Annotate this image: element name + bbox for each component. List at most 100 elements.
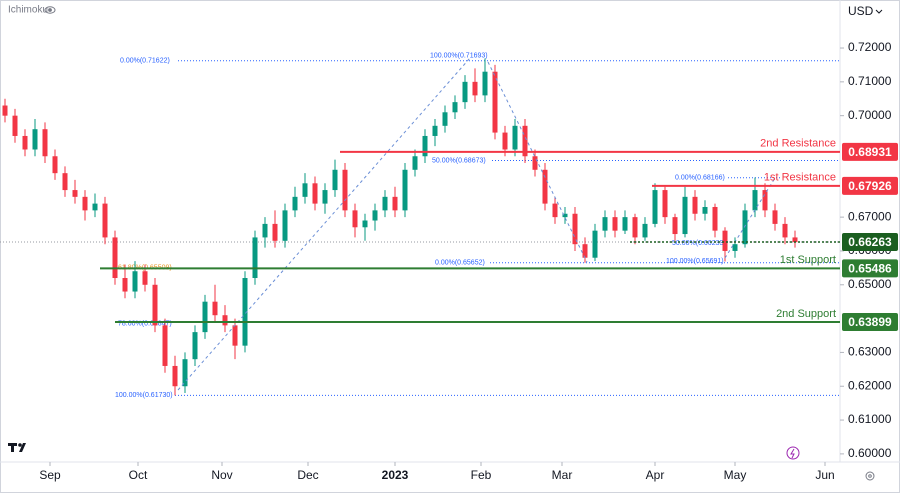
- candle-body: [752, 190, 758, 211]
- currency-label[interactable]: USD: [848, 4, 874, 18]
- candle-body: [152, 284, 158, 326]
- x-tick-label: May: [724, 468, 747, 482]
- tv-logo[interactable]: [8, 443, 26, 452]
- y-tick-label: 0.62000: [848, 378, 892, 392]
- price-tag-label: 0.66263: [848, 235, 892, 249]
- candle-body: [462, 81, 468, 103]
- candle-body: [372, 210, 378, 221]
- price-tag: [842, 259, 898, 278]
- candle-body: [672, 217, 678, 235]
- candle-body: [2, 105, 8, 116]
- level-name: 2nd Support: [776, 308, 836, 320]
- candle-body: [252, 237, 258, 279]
- candle-body: [722, 230, 728, 251]
- currency-chevron[interactable]: [875, 9, 883, 14]
- candle-body: [222, 315, 228, 326]
- x-tick-label: Apr: [646, 468, 665, 482]
- candle-body: [712, 206, 718, 231]
- candle-body: [762, 190, 768, 211]
- candle-body: [122, 278, 128, 292]
- price-tag: [842, 233, 898, 252]
- candle-body: [322, 190, 328, 204]
- candle-body: [392, 196, 398, 211]
- fib-connector: [177, 57, 471, 391]
- price-tag-label: 0.67926: [848, 179, 892, 193]
- price-tag-label: 0.68931: [848, 145, 892, 159]
- candle-body: [192, 332, 198, 360]
- fib-label: 50.00%(0.66233): [672, 240, 726, 247]
- candle-body: [162, 325, 168, 366]
- candle-body: [112, 237, 118, 279]
- event-icon-bolt: [790, 448, 795, 459]
- candle-body: [732, 244, 738, 251]
- fib-label: 100.00%(0.61730): [115, 392, 173, 399]
- candle-body: [402, 169, 408, 211]
- candle-body: [562, 213, 568, 218]
- candle-body: [42, 129, 48, 157]
- candle-body: [292, 196, 298, 211]
- y-tick-label: 0.61000: [848, 412, 892, 426]
- candle-body: [142, 271, 148, 285]
- fib-label: 0.00%(0.71622): [120, 58, 170, 65]
- candle-body: [52, 156, 58, 174]
- candle-body: [452, 102, 458, 113]
- candle-body: [422, 135, 428, 157]
- candle-body: [552, 203, 558, 218]
- candle-body: [612, 217, 618, 231]
- candle-body: [662, 190, 668, 218]
- x-tick-label: Jun: [815, 468, 834, 482]
- fib-label: 0.00%(0.68166): [675, 175, 725, 182]
- price-tag: [842, 142, 898, 161]
- candle-body: [232, 325, 238, 346]
- indicator-label[interactable]: Ichimoku: [8, 5, 48, 16]
- candle-body: [492, 71, 498, 133]
- candle-body: [602, 217, 608, 231]
- event-icon[interactable]: [786, 446, 800, 460]
- candle-body: [772, 210, 778, 224]
- y-tick-label: 0.63000: [848, 345, 892, 359]
- level-name: 1st Support: [780, 254, 836, 266]
- candle-body: [532, 156, 538, 170]
- candle-body: [782, 223, 788, 238]
- candle-body: [312, 183, 318, 204]
- candle-body: [82, 196, 88, 211]
- fib-label: 0.00%(0.65652): [435, 260, 485, 267]
- candle-body: [442, 112, 448, 126]
- candle-body: [362, 220, 368, 228]
- candle-body: [92, 203, 98, 211]
- price-tag-label: 0.63899: [848, 315, 892, 329]
- x-tick-label: 2023: [382, 468, 409, 482]
- y-tick-label: 0.71000: [848, 74, 892, 88]
- candle-body: [102, 203, 108, 238]
- x-tick-label: Mar: [552, 468, 573, 482]
- candle-body: [582, 244, 588, 258]
- y-tick-label: 0.72000: [848, 40, 892, 54]
- candle-body: [352, 210, 358, 228]
- candle-body: [652, 190, 658, 224]
- candle-body: [632, 217, 638, 238]
- candle-body: [702, 206, 708, 214]
- x-tick-label: Oct: [129, 468, 148, 482]
- candle-body: [382, 196, 388, 211]
- y-tick-label: 0.70000: [848, 108, 892, 122]
- y-tick-label: 0.60000: [848, 446, 892, 460]
- fib-connectors: [177, 57, 776, 391]
- fib-connector: [487, 61, 588, 263]
- candle-body: [12, 115, 18, 136]
- fib-label: 78.60%(0.63847): [118, 321, 172, 328]
- candle-body: [542, 169, 548, 204]
- x-tick-label: Nov: [211, 468, 232, 482]
- candle-body: [502, 132, 508, 150]
- y-tick-label: 0.65000: [848, 277, 892, 291]
- y-tick-label: 0.67000: [848, 209, 892, 223]
- level-name: 1st Resistance: [764, 172, 836, 184]
- candle-body: [522, 125, 528, 157]
- settings-icon[interactable]: [865, 471, 875, 481]
- candle-body: [342, 169, 348, 211]
- eye-icon[interactable]: [44, 6, 56, 14]
- candle-body: [62, 173, 68, 191]
- candle-body: [22, 135, 28, 150]
- candle-body: [692, 196, 698, 214]
